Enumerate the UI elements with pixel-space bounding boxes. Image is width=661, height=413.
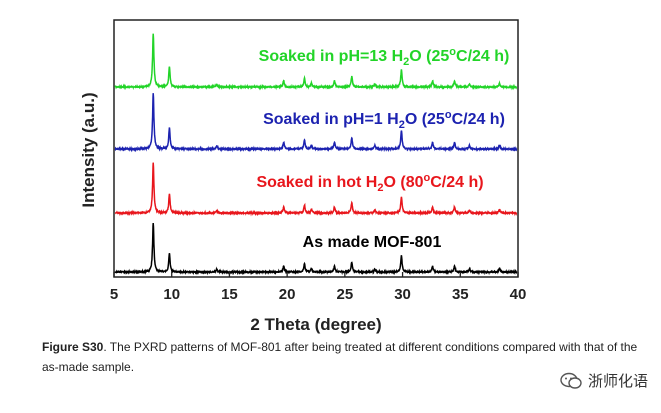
series-label-mid: O (25 [409, 48, 449, 65]
series-label-sub: 2 [399, 119, 405, 131]
series-label-prefix: As made MOF-801 [303, 234, 442, 251]
x-tick-label: 25 [337, 286, 354, 303]
series-line-1 [114, 162, 518, 217]
series-label-2: Soaked in pH=1 H2O (25oC/24 h) [263, 109, 505, 131]
series-label-sup: o [423, 172, 430, 184]
x-tick-label: 30 [394, 286, 411, 303]
x-axis-ticks: 5 10 15 20 25 30 35 40 [110, 272, 527, 303]
plot-frame [113, 19, 519, 278]
x-tick-label: 35 [452, 286, 469, 303]
series-label-sub: 2 [403, 56, 409, 68]
series-line-0 [114, 223, 518, 276]
series-label-prefix: Soaked in pH=13 H [259, 48, 404, 65]
watermark: 浙师化语 [560, 370, 648, 391]
series-label-mid: O (25 [405, 111, 445, 128]
series-label-sub: 2 [377, 182, 383, 194]
x-axis-title: 2 Theta (degree) [250, 315, 381, 334]
wechat-icon [560, 372, 582, 389]
x-tick-label: 10 [163, 286, 180, 303]
x-tick-label: 5 [110, 286, 118, 303]
series-label-suffix: C/24 h) [430, 174, 483, 191]
watermark-text: 浙师化语 [588, 372, 649, 390]
figure-caption: Figure S30. The PXRD patterns of MOF-801… [42, 337, 642, 377]
series-line-2 [114, 93, 518, 153]
series-label-suffix: C/24 h) [456, 48, 509, 65]
series-label-prefix: Soaked in hot H [256, 174, 377, 191]
series-line-3 [114, 33, 518, 91]
series-traces [114, 33, 518, 276]
series-label-prefix: Soaked in pH=1 H [263, 111, 399, 128]
x-tick-label: 20 [279, 286, 296, 303]
y-axis-title: Intensity (a.u.) [79, 92, 98, 207]
series-label-0: As made MOF-801 [303, 234, 442, 251]
x-tick-label: 15 [221, 286, 238, 303]
figure-caption-text: . The PXRD patterns of MOF-801 after bei… [42, 340, 638, 374]
series-label-sup: o [449, 46, 456, 58]
x-tick-label: 40 [510, 286, 527, 303]
series-label-suffix: C/24 h) [452, 111, 505, 128]
series-label-mid: O (80 [383, 174, 423, 191]
series-label-sup: o [445, 109, 452, 121]
series-label-1: Soaked in hot H2O (80oC/24 h) [256, 172, 483, 194]
figure-caption-label: Figure S30 [42, 340, 104, 354]
series-label-3: Soaked in pH=13 H2O (25oC/24 h) [259, 46, 510, 68]
